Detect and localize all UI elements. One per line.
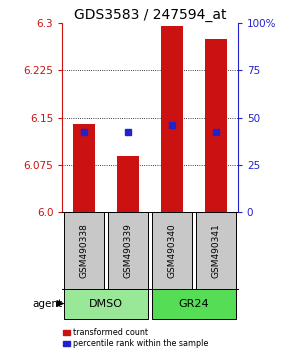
FancyBboxPatch shape: [108, 212, 148, 289]
Title: GDS3583 / 247594_at: GDS3583 / 247594_at: [74, 8, 226, 22]
Text: GSM490340: GSM490340: [168, 223, 177, 278]
Text: GSM490338: GSM490338: [80, 223, 89, 278]
Bar: [73, 124, 95, 212]
FancyBboxPatch shape: [64, 289, 148, 319]
Text: DMSO: DMSO: [89, 298, 123, 309]
Text: agent: agent: [32, 298, 62, 309]
Bar: [161, 26, 183, 212]
FancyBboxPatch shape: [196, 212, 236, 289]
FancyBboxPatch shape: [64, 212, 104, 289]
Text: GSM490341: GSM490341: [211, 223, 220, 278]
Text: GR24: GR24: [179, 298, 209, 309]
Text: GSM490339: GSM490339: [124, 223, 133, 278]
Bar: [205, 39, 227, 212]
FancyBboxPatch shape: [152, 289, 236, 319]
Bar: [117, 156, 139, 212]
FancyBboxPatch shape: [152, 212, 192, 289]
Legend: transformed count, percentile rank within the sample: transformed count, percentile rank withi…: [64, 328, 209, 348]
